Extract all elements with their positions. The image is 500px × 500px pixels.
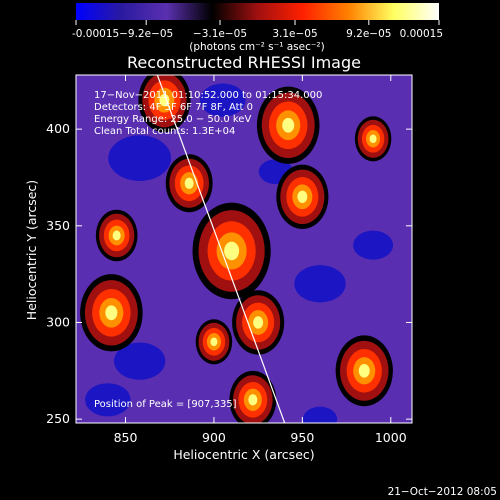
heatmap-field [80,75,394,423]
bright-source-core [184,177,194,189]
footer-date: 21−Oct−2012 08:05 [388,486,497,498]
dim-source [85,383,131,417]
y-tick-label: 350 [46,218,70,233]
bright-source-core [224,241,240,261]
bright-source-core [297,190,308,203]
x-tick-label: 850 [114,430,138,445]
y-axis-label: Heliocentric Y (arcsec) [24,180,39,320]
colorbar-tick-label: −3.1e−05 [193,28,247,40]
x-tick-label: 950 [290,430,314,445]
y-tick-label: 400 [46,121,70,136]
plot-frame [75,74,413,424]
bright-source-core [282,117,295,133]
bright-source-core [210,337,218,347]
x-tick-label: 1000 [375,430,407,445]
y-tick-label: 250 [46,411,70,426]
bright-source-core [253,316,264,329]
chart-title: Reconstructed RHESSI Image [127,53,361,72]
dim-source [108,135,172,181]
bright-source-core [105,305,118,321]
colorbar-tick-label: 0.00015 [400,28,443,40]
x-tick-label: 900 [202,430,226,445]
colorbar-tick-label: 9.2e−05 [346,28,391,40]
colorbar-ticks: -0.00015 −9.2e−05 −3.1e−05 3.1e−05 9.2e−05 0.… [72,20,443,40]
annotation-energy: Energy Range: 25.0 − 50.0 keV [94,114,251,125]
dim-source [113,342,166,380]
colorbar [76,3,439,20]
y-tick-label: 300 [46,314,70,329]
dim-source [302,406,338,423]
solar-limb-line [156,75,286,423]
colorbar-units: (photons cm⁻² s⁻¹ asec⁻²) [189,41,324,53]
bright-source-core [358,363,370,378]
bright-source-core [248,394,258,406]
colorbar-tick-label: 3.1e−05 [272,28,317,40]
peak-position-label: Position of Peak = [907,335] [94,399,237,410]
dim-source [294,265,346,303]
colorbar-tick-label: −9.2e−05 [119,28,173,40]
annotation-counts: Clean Total counts: 1.3E+04 [94,126,235,137]
bright-source-core [112,230,121,241]
bright-source-core [369,134,377,144]
dim-source [199,83,246,117]
colorbar-tick-label: -0.00015 [72,28,119,40]
dim-source [353,230,394,260]
bright-source-core [159,93,170,107]
annotation-time: 17−Nov−2011 01:10:52.000 to 01:15:34.000 [94,90,322,101]
annotation-detectors: Detectors: 4F 5F 6F 7F 8F, Att 0 [94,102,253,113]
x-axis-label: Heliocentric X (arcsec) [173,447,314,462]
axis-ticks: 850 900 950 1000 250 300 350 400 [46,75,412,445]
